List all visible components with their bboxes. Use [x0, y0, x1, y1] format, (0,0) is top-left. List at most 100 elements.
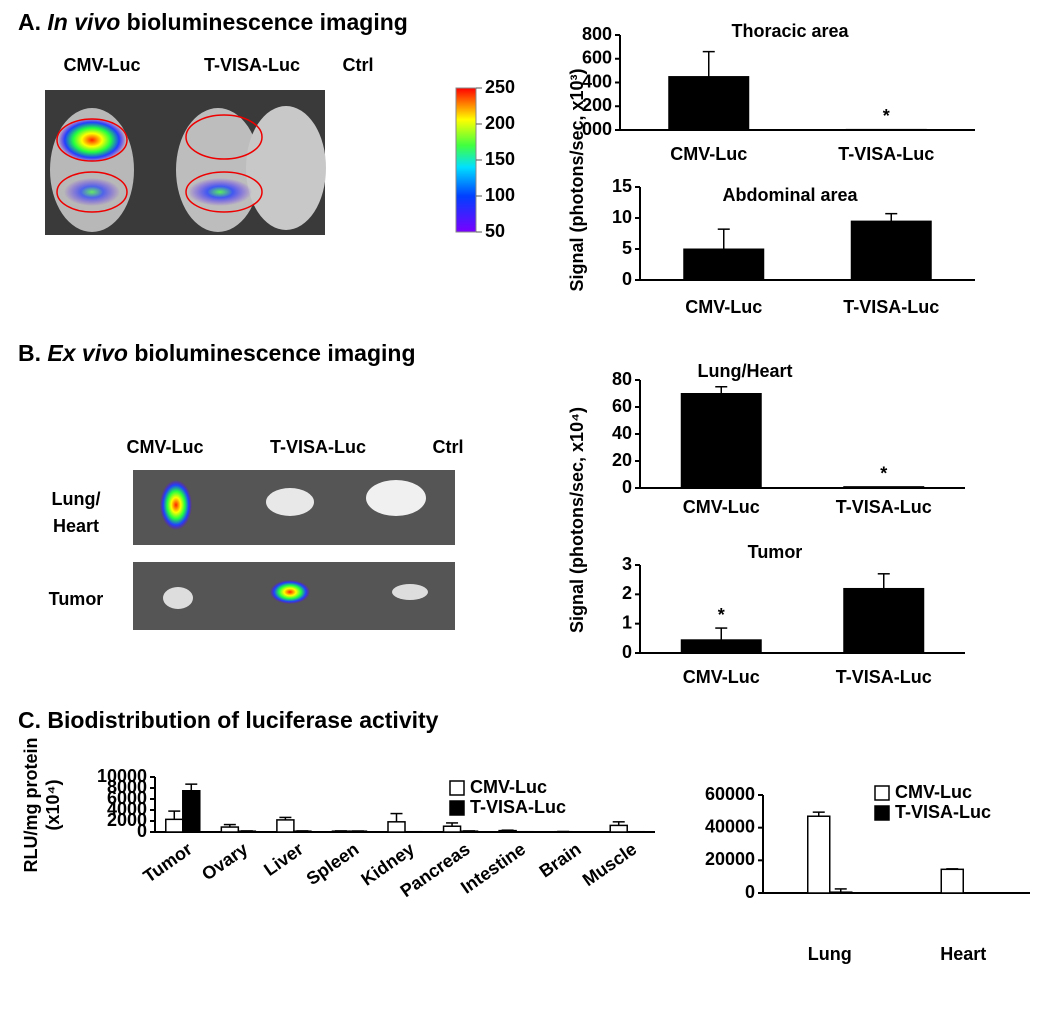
y-tick-label: 60 [612, 396, 632, 416]
bar [845, 128, 927, 131]
y-axis-label: Signal (photons/sec, x10⁴) [567, 407, 587, 633]
image-label: Ctrl [343, 55, 374, 75]
x-tick-label: CMV-Luc [683, 497, 760, 517]
chart-title: Thoracic area [731, 21, 849, 41]
bar [680, 393, 762, 489]
row-label: Lung/ [52, 489, 101, 509]
legend-label: CMV-Luc [895, 782, 972, 802]
image-label: CMV-Luc [63, 55, 140, 75]
y-axis-label: (x10⁴) [43, 780, 63, 831]
y-tick-label: 5 [622, 238, 632, 258]
annotation: * [883, 106, 890, 126]
bar [807, 815, 831, 894]
colorbar-tick-label: 250 [485, 77, 515, 97]
y-tick-label: 0 [137, 821, 147, 841]
x-tick-label: Lung [808, 944, 852, 964]
y-axis-label: RLU/mg protein [21, 738, 41, 873]
bar [829, 891, 853, 894]
y-axis-label: Signal (photons/sec, x10³) [567, 68, 587, 291]
colorbar-tick-label: 200 [485, 113, 515, 133]
x-tick-label: T-VISA-Luc [838, 144, 934, 164]
y-tick-label: 20000 [705, 849, 755, 869]
x-tick-label: T-VISA-Luc [843, 297, 939, 317]
y-tick-label: 20 [612, 450, 632, 470]
row-label: Tumor [49, 589, 104, 609]
colorbar-tick-label: 50 [485, 221, 505, 241]
image-label: CMV-Luc [126, 437, 203, 457]
image-label: Ctrl [433, 437, 464, 457]
annotation: * [880, 463, 887, 483]
panel-title: C. Biodistribution of luciferase activit… [18, 707, 439, 733]
y-tick-label: 6000 [107, 788, 147, 808]
legend-label: T-VISA-Luc [470, 797, 566, 817]
legend-swatch [449, 800, 465, 816]
y-tick-label: 80 [612, 369, 632, 389]
y-tick-label: 600 [582, 48, 612, 68]
x-tick-label: Brain [536, 839, 585, 882]
legend-label: T-VISA-Luc [895, 802, 991, 822]
colorbar [455, 87, 477, 233]
chart-title: Abdominal area [722, 185, 858, 205]
bar [843, 486, 925, 489]
x-tick-label: CMV-Luc [670, 144, 747, 164]
bar [850, 220, 932, 281]
y-tick-label: 0 [622, 269, 632, 289]
panel-title: B. Ex vivo bioluminescence imaging [18, 340, 416, 366]
chart-title: Lung/Heart [697, 361, 792, 381]
y-tick-label: 8000 [107, 777, 147, 797]
x-tick-label: T-VISA-Luc [836, 667, 932, 687]
legend-label: CMV-Luc [470, 777, 547, 797]
y-tick-label: 3 [622, 554, 632, 574]
bar [609, 824, 628, 833]
y-tick-label: 400 [582, 71, 612, 91]
bar [843, 587, 925, 654]
y-tick-label: 60000 [705, 784, 755, 804]
colorbar-tick-label: 100 [485, 185, 515, 205]
y-tick-label: 4000 [107, 799, 147, 819]
bar [668, 76, 750, 131]
y-tick-label: 15 [612, 176, 632, 196]
image-label: T-VISA-Luc [204, 55, 300, 75]
y-tick-label: 1 [622, 612, 632, 632]
y-tick-label: 10 [612, 207, 632, 227]
x-tick-label: Spleen [303, 839, 363, 889]
bar [220, 826, 240, 833]
bar [387, 821, 406, 833]
colorbar-tick-label: 150 [485, 149, 515, 169]
y-tick-label: 800 [582, 24, 612, 44]
y-tick-label: 200 [582, 95, 612, 115]
bar [276, 819, 295, 833]
in-vivo-photo [45, 90, 326, 235]
x-tick-label: Heart [940, 944, 986, 964]
y-tick-label: 0 [622, 477, 632, 497]
y-tick-label: 2 [622, 583, 632, 603]
image-label: T-VISA-Luc [270, 437, 366, 457]
y-tick-label: 2000 [107, 810, 147, 830]
legend-swatch [874, 805, 890, 821]
x-tick-label: CMV-Luc [683, 667, 760, 687]
bar [683, 248, 765, 281]
bar [182, 790, 201, 833]
x-tick-label: Ovary [198, 839, 251, 885]
bar [442, 825, 462, 833]
y-tick-label: 0 [745, 882, 755, 902]
y-tick-label: 000 [582, 119, 612, 139]
chart-title: Tumor [748, 542, 803, 562]
bar [165, 818, 184, 833]
x-tick-label: T-VISA-Luc [836, 497, 932, 517]
x-tick-label: Tumor [140, 839, 196, 887]
bar [680, 639, 762, 654]
y-tick-label: 40000 [705, 816, 755, 836]
x-tick-label: Muscle [579, 839, 640, 890]
annotation: * [718, 605, 725, 625]
y-tick-label: 10000 [97, 766, 147, 786]
y-tick-label: 40 [612, 423, 632, 443]
legend-swatch [874, 785, 890, 801]
panel-title: A. In vivo bioluminescence imaging [18, 9, 408, 35]
x-tick-label: CMV-Luc [685, 297, 762, 317]
y-tick-label: 0 [622, 642, 632, 662]
x-tick-label: Liver [260, 839, 307, 880]
legend-swatch [449, 780, 465, 796]
row-label: Heart [53, 516, 99, 536]
